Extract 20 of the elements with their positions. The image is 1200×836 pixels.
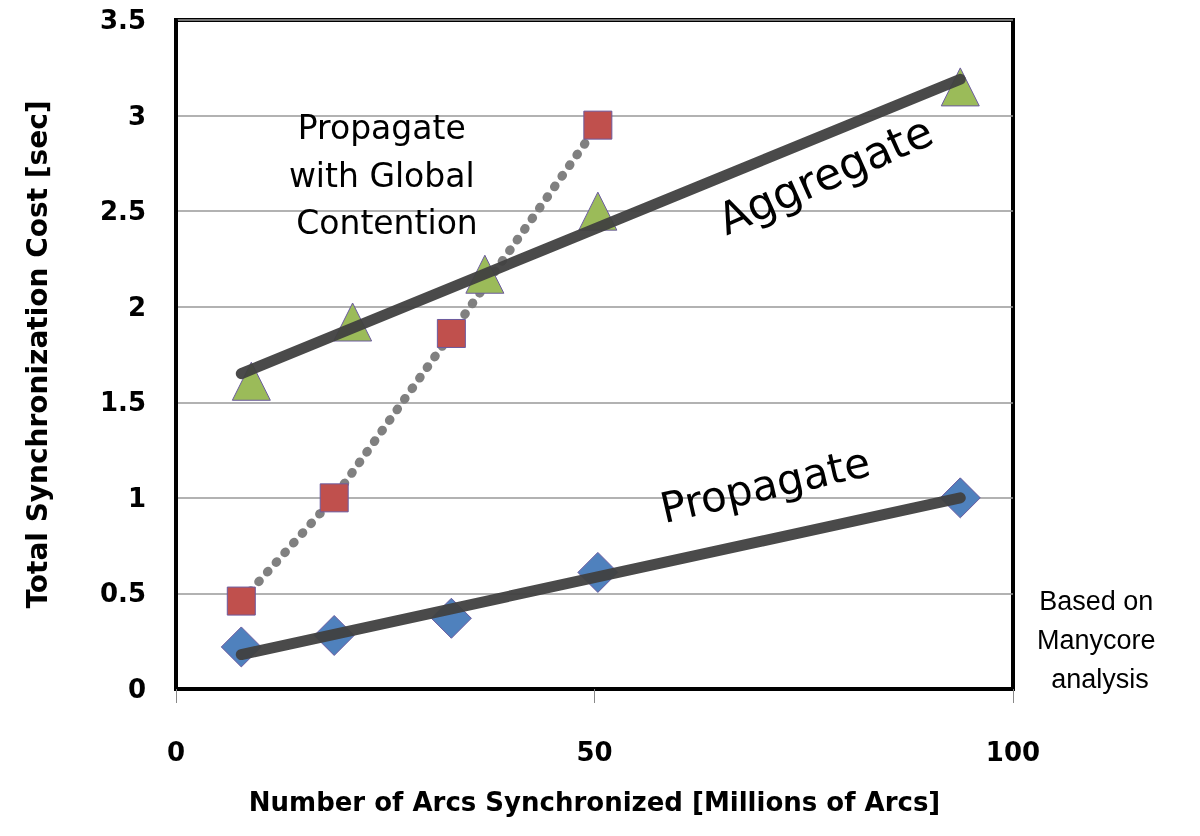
x-tick-label: 100 <box>985 737 1041 767</box>
point <box>319 483 349 513</box>
point <box>436 318 466 348</box>
y-tick-label: 2 <box>127 291 146 322</box>
y-tick-label: 1.5 <box>99 387 146 418</box>
annotation: Propagate <box>655 437 875 533</box>
y-tick-label: 0 <box>127 674 146 704</box>
y-tick-label: 2.5 <box>99 196 146 227</box>
y-tick-label: 0.5 <box>99 578 146 609</box>
annotation: Propagate with Global Contention <box>288 107 486 243</box>
x-tick-label: 50 <box>576 737 613 767</box>
point <box>583 110 613 140</box>
y-tick-label: 3 <box>127 100 146 131</box>
x-axis-title: Number of Arcs Synchronized [Millions of Arcs] <box>248 787 941 817</box>
x-tick-label: 0 <box>166 737 186 767</box>
point <box>226 586 256 616</box>
text: Based on Manycore analysis <box>1036 585 1164 695</box>
y-tick-label: 1 <box>127 482 146 513</box>
y-tick-label: 3.5 <box>99 5 146 35</box>
y-axis-title: Total Synchronization Cost [sec] <box>20 100 54 609</box>
